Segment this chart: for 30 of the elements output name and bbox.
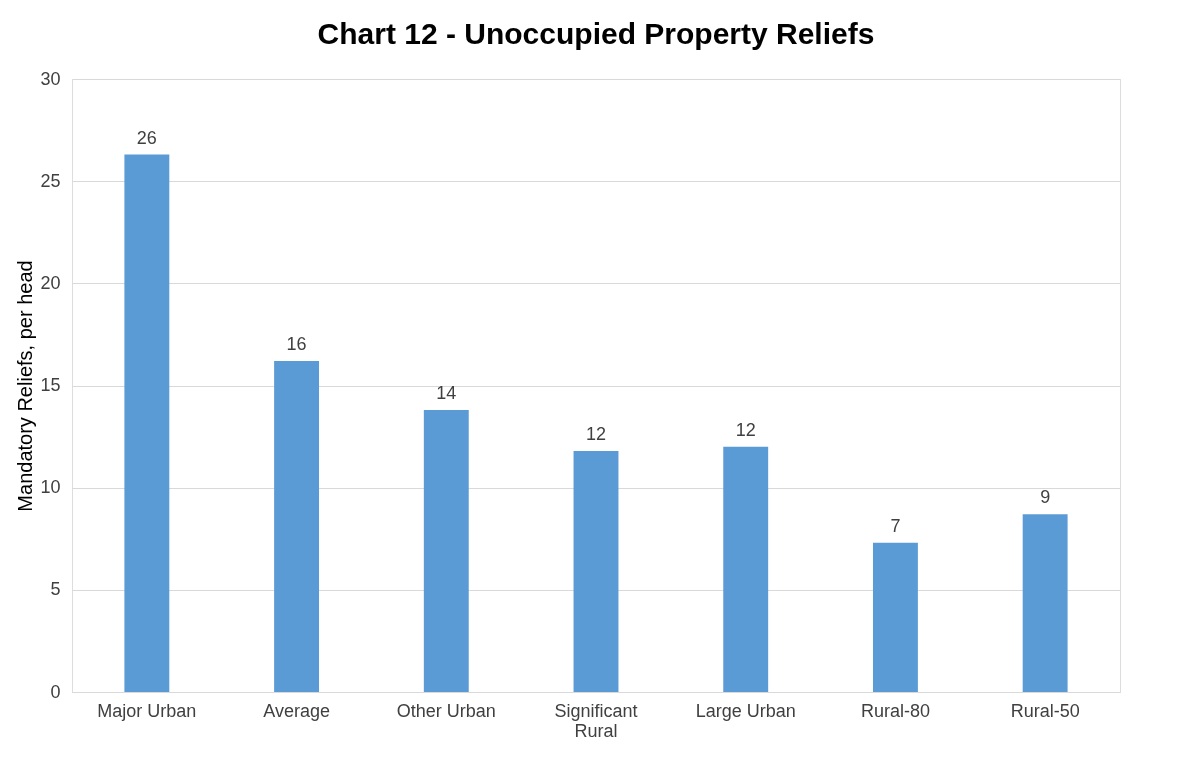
x-tick-label: Rural-80: [860, 700, 930, 721]
y-tick-label: 15: [40, 375, 61, 395]
bar: [423, 410, 469, 692]
bar: [1022, 514, 1068, 692]
x-tick-label: Rural-50: [1010, 700, 1080, 721]
chart-title: Chart 12 - Unoccupied Property Reliefs: [317, 17, 875, 50]
bar: [124, 154, 170, 692]
bar: [274, 360, 320, 692]
y-tick-label: 30: [40, 68, 61, 89]
y-tick-label: 10: [40, 477, 61, 498]
bar: [723, 446, 769, 692]
bar: [872, 542, 918, 692]
data-label: 14: [436, 383, 457, 404]
x-tick-label: Major Urban: [97, 700, 197, 721]
x-tick-label: Other Urban: [396, 700, 496, 721]
y-tick-label: 0: [50, 681, 61, 702]
y-tick-label: 5: [50, 579, 61, 600]
bar: [573, 450, 619, 692]
data-label: 9: [1040, 487, 1051, 508]
y-tick-label: 20: [40, 272, 61, 293]
data-label: 26: [136, 127, 157, 148]
data-label: 7: [890, 515, 901, 536]
y-tick-label: 25: [40, 170, 61, 191]
data-label: 16: [286, 333, 307, 354]
x-tick-label: Large Urban: [695, 700, 796, 721]
x-tick-label: Average: [263, 700, 330, 721]
data-label: 12: [585, 423, 607, 444]
x-tick-label: Significant Rural: [554, 700, 638, 741]
y-axis-title: Mandatory Reliefs, per head: [14, 260, 37, 512]
data-label: 12: [735, 419, 756, 440]
